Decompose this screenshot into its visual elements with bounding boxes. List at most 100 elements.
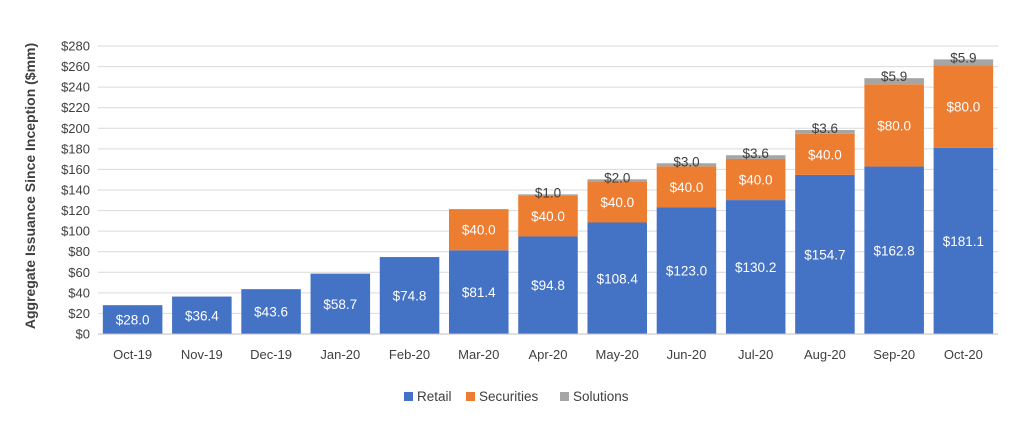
bar-solutions-apr-20 (518, 194, 578, 196)
legend-item-retail: Retail (404, 389, 452, 404)
data-label-retail: $108.4 (597, 271, 639, 286)
x-tick-label: Nov-19 (181, 347, 223, 362)
y-axis-ticks: $0 $20 $40 $60 $80 $100 $120 $140 $160 $180 $200 $2… (61, 39, 90, 342)
bar-retail-jan-20 (310, 273, 371, 334)
y-tick-label: $120 (61, 203, 90, 218)
x-tick-label: Aug-20 (804, 347, 846, 362)
x-axis-ticks: Oct-19 Nov-19 Dec-19 Jan-20 Feb-20 Mar-20 Apr-… (113, 347, 983, 362)
bar-solutions-oct-20 (933, 59, 994, 66)
data-label-solutions: $2.0 (604, 170, 630, 185)
legend-item-securities: Securities (466, 389, 539, 404)
x-tick-label: Jun-20 (667, 347, 707, 362)
data-label-solutions: $5.9 (881, 69, 907, 84)
bars (102, 59, 994, 334)
data-label-retail: $58.7 (323, 297, 357, 312)
y-tick-label: $160 (61, 162, 90, 177)
legend-swatch (466, 392, 475, 401)
data-label-retail: $154.7 (804, 247, 845, 262)
legend-item-solutions: Solutions (560, 389, 629, 404)
x-tick-label: Mar-20 (458, 347, 499, 362)
data-label-securities: $40.0 (808, 147, 842, 162)
data-label-solutions: $3.6 (812, 121, 838, 136)
data-label-securities: $40.0 (670, 180, 704, 195)
bar-securities-apr-20 (518, 195, 578, 237)
data-label-retail: $130.2 (735, 260, 776, 275)
y-tick-label: $100 (61, 224, 90, 239)
data-label-solutions: $3.6 (743, 146, 769, 161)
legend-label: Solutions (573, 389, 629, 404)
data-label-solutions: $3.0 (673, 154, 699, 169)
y-tick-label: $200 (61, 121, 90, 136)
bar-securities-jul-20 (725, 158, 786, 201)
y-tick-label: $240 (61, 80, 90, 95)
data-label-solutions: $1.0 (535, 185, 561, 200)
x-tick-label: Feb-20 (389, 347, 430, 362)
data-label-retail: $36.4 (185, 308, 219, 323)
x-tick-label: Sep-20 (873, 347, 915, 362)
x-tick-label: Oct-19 (113, 347, 152, 362)
bar-retail-oct-20 (933, 147, 994, 334)
x-tick-label: May-20 (596, 347, 639, 362)
bar-retail-feb-20 (379, 257, 440, 334)
bar-solutions-jul-20 (725, 155, 786, 159)
data-label-retail: $162.8 (874, 243, 915, 258)
bar-securities-may-20 (587, 181, 647, 223)
legend-label: Securities (479, 389, 539, 404)
y-tick-label: $80 (68, 244, 90, 259)
bar-retail-apr-20 (518, 236, 578, 334)
data-label-retail: $94.8 (531, 278, 565, 293)
bar-securities-mar-20 (449, 209, 509, 251)
data-label-retail: $181.1 (943, 234, 984, 249)
bar-retail-sep-20 (864, 166, 924, 334)
legend-label: Retail (417, 389, 452, 404)
bar-retail-nov-19 (172, 296, 232, 334)
data-label-securities: $80.0 (877, 118, 911, 133)
y-axis-title: Aggregate Issuance Since Inception ($mm) (22, 43, 38, 329)
bar-solutions-sep-20 (864, 78, 924, 85)
bar-retail-dec-19 (241, 289, 301, 334)
y-tick-label: $60 (68, 265, 90, 280)
x-tick-label: Jan-20 (320, 347, 360, 362)
data-label-solutions: $5.9 (950, 50, 976, 65)
bar-retail-oct-19 (102, 305, 163, 334)
y-tick-label: $220 (61, 100, 90, 115)
legend-swatch (560, 392, 569, 401)
data-label-securities: $40.0 (739, 173, 773, 188)
bar-securities-oct-20 (933, 65, 994, 148)
y-tick-label: $40 (68, 285, 90, 300)
y-tick-label: $0 (76, 327, 90, 342)
data-labels: $28.0 $36.4 $43.6 $58.7 $74.8 $81.4 $40.0 $94.8… (116, 50, 984, 327)
y-tick-label: $140 (61, 183, 90, 198)
bar-retail-may-20 (587, 222, 647, 334)
bar-solutions-aug-20 (795, 130, 855, 134)
bar-securities-aug-20 (795, 133, 855, 175)
bar-securities-jun-20 (656, 166, 717, 208)
y-tick-label: $180 (61, 141, 90, 156)
data-label-securities: $40.0 (531, 209, 565, 224)
legend-swatch (404, 392, 413, 401)
bar-retail-mar-20 (449, 250, 509, 334)
data-label-retail: $123.0 (666, 264, 707, 279)
bar-solutions-may-20 (587, 179, 647, 182)
data-label-securities: $40.0 (462, 223, 496, 238)
data-label-retail: $43.6 (254, 305, 288, 320)
data-label-securities: $80.0 (946, 100, 980, 115)
data-label-retail: $81.4 (462, 285, 496, 300)
legend: Retail Securities Solutions (404, 389, 629, 404)
bar-retail-jul-20 (725, 200, 786, 334)
x-tick-label: Oct-20 (944, 347, 983, 362)
bar-securities-sep-20 (864, 84, 924, 167)
y-tick-label: $20 (68, 306, 90, 321)
x-tick-label: Dec-19 (250, 347, 292, 362)
data-label-retail: $28.0 (116, 313, 150, 328)
x-tick-label: Apr-20 (528, 347, 567, 362)
bar-retail-aug-20 (795, 174, 855, 334)
bar-retail-jun-20 (656, 207, 717, 334)
data-label-retail: $74.8 (393, 289, 427, 304)
y-tick-label: $260 (61, 59, 90, 74)
x-tick-label: Jul-20 (738, 347, 773, 362)
bar-solutions-jun-20 (656, 163, 717, 167)
data-label-securities: $40.0 (600, 195, 634, 210)
